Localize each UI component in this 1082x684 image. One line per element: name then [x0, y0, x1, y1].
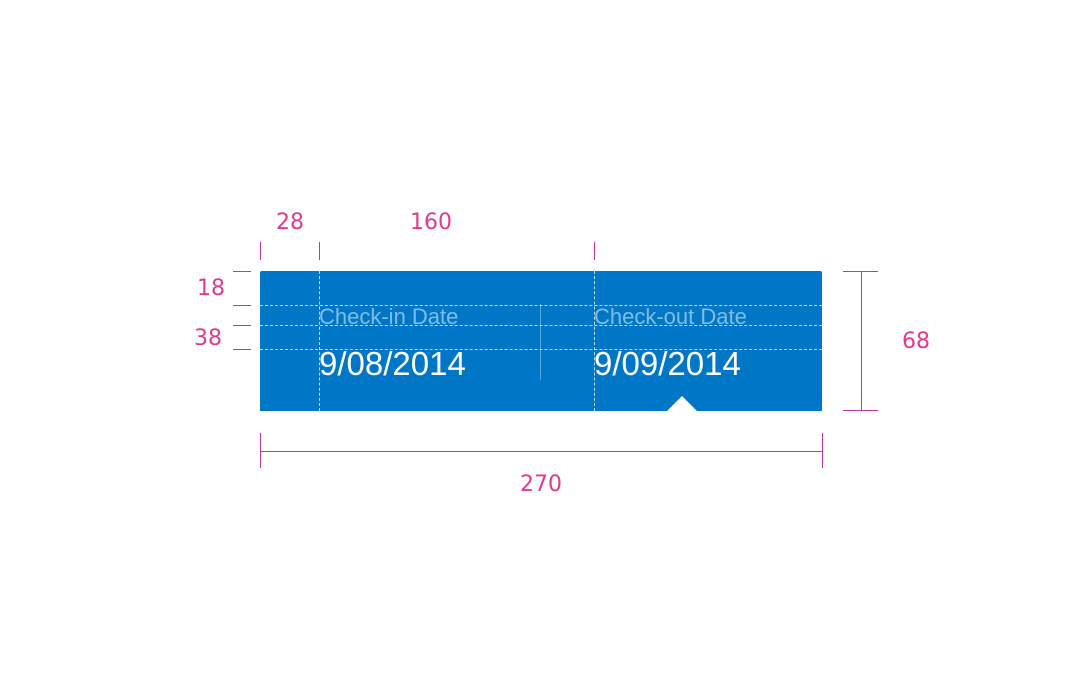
dimension-value-band-height: 38: [194, 326, 222, 351]
dimension-label-band-height: 18: [197, 276, 225, 301]
guide-line-label-bottom: [260, 325, 822, 326]
bottom-width-line: [260, 451, 823, 452]
selected-field-caret-icon: [667, 396, 697, 411]
left-tick-top: [233, 271, 251, 272]
left-tick-label-bottom: [233, 325, 251, 326]
top-tick-second-field-start: [594, 242, 595, 260]
dimension-total-width-label: 270: [520, 472, 562, 497]
bottom-tick-right: [822, 433, 823, 468]
bottom-tick-left: [260, 433, 261, 468]
left-tick-label-top: [233, 305, 251, 306]
check-out-date-label: Check-out Date: [594, 304, 747, 329]
check-in-date-value[interactable]: 9/08/2014: [319, 345, 466, 382]
check-in-date-label: Check-in Date: [319, 304, 459, 329]
guide-line-label-top: [260, 305, 822, 306]
top-tick-field-start: [319, 242, 320, 260]
dimension-left-padding-label: 28: [276, 210, 304, 235]
check-out-date-value[interactable]: 9/09/2014: [594, 345, 741, 382]
top-tick-card-left: [260, 242, 261, 260]
guide-line-field-start: [319, 271, 320, 411]
right-tick-top: [843, 271, 878, 272]
dimension-total-height-label: 68: [902, 329, 930, 354]
right-height-line: [861, 271, 862, 411]
date-range-card: Check-in Date 9/08/2014 Check-out Date 9…: [260, 271, 822, 411]
right-tick-bottom: [843, 410, 878, 411]
dimension-field-width-label: 160: [410, 210, 452, 235]
guide-line-second-field-start: [594, 271, 595, 411]
left-tick-value-bottom: [233, 349, 251, 350]
field-divider: [540, 304, 541, 380]
guide-line-value-top: [260, 349, 822, 350]
